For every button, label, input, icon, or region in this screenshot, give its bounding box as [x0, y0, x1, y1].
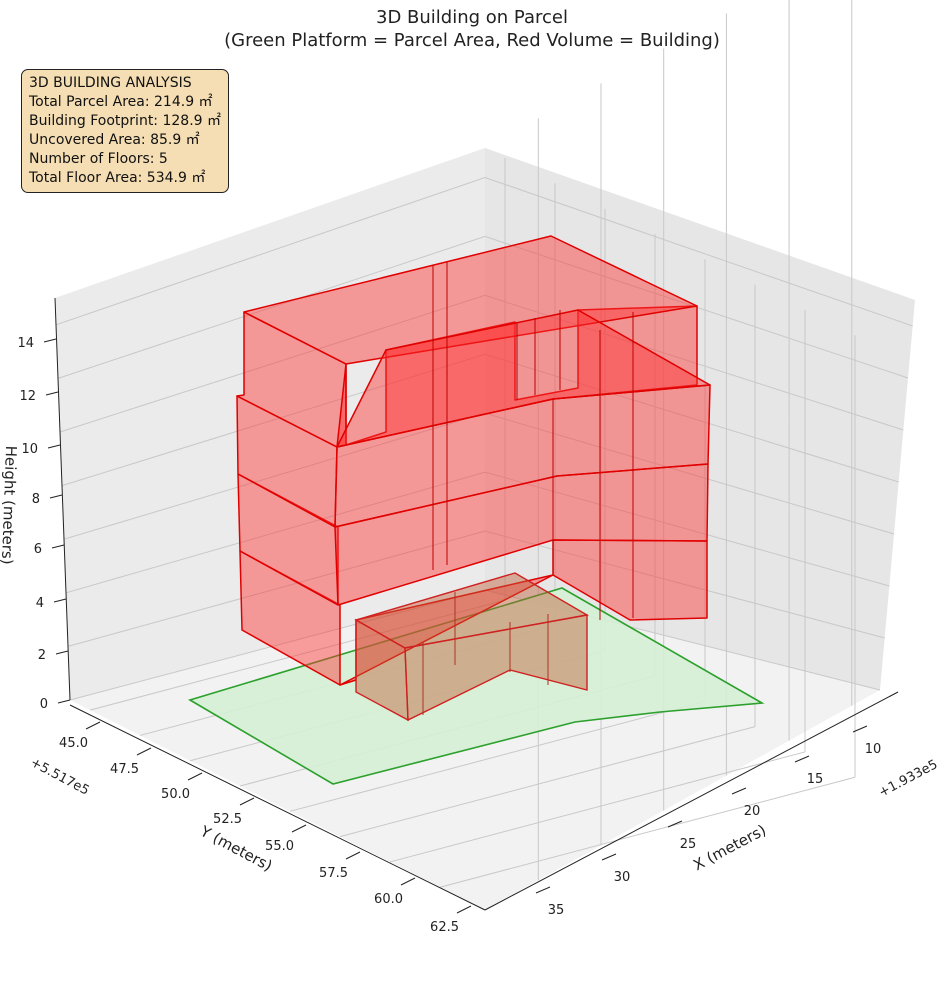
y-tick [456, 905, 472, 914]
y-tick [136, 747, 152, 756]
x-tick [535, 886, 551, 894]
x-axis-label: X (meters) [690, 821, 769, 874]
y-tick [239, 797, 255, 806]
y-tick-label: 62.5 [430, 920, 459, 935]
x-tick-label: 35 [548, 903, 565, 918]
y-gridline [89, 599, 506, 711]
y-gridline [439, 776, 856, 888]
y-tick-label: 50.0 [161, 787, 190, 802]
y-tick [345, 851, 361, 860]
title-line: 3D Building on Parcel [376, 7, 568, 28]
z-tick [47, 444, 61, 449]
x-tick-label: 10 [865, 742, 882, 757]
x-tick-label: 15 [807, 772, 824, 787]
x-tick-label: 30 [614, 870, 631, 885]
x-axis-line [484, 691, 899, 911]
info-heading: 3D BUILDING ANALYSIS [29, 75, 192, 91]
y-tick-label: 52.5 [213, 812, 242, 827]
z-tick-label: 8 [32, 492, 40, 507]
z-tick [51, 544, 65, 549]
z-tick-label: 2 [38, 648, 46, 663]
z-tick-label: 6 [34, 542, 42, 557]
y-tick-label: 57.5 [319, 866, 348, 881]
x-tick-label: 25 [680, 837, 697, 852]
x-tick [667, 820, 683, 828]
info-line: Total Floor Area: 534.9 ㎡ [29, 170, 206, 186]
info-line: Total Parcel Area: 214.9 ㎡ [29, 94, 213, 110]
y-gridline [389, 751, 806, 863]
left-pane [55, 148, 485, 700]
right-pane [485, 148, 915, 690]
x-tick [731, 787, 747, 795]
z-axis-line [54, 297, 71, 701]
y-tick [291, 824, 307, 833]
z-gridline [61, 353, 899, 487]
y-tick [400, 877, 416, 886]
z-axis-label: Height (meters) [0, 445, 20, 565]
z-gridline [59, 294, 904, 433]
z-tick [43, 338, 57, 343]
z-tick [57, 699, 71, 704]
z-gridline [63, 412, 895, 540]
y-axis-line [69, 704, 486, 911]
building-face [243, 235, 698, 365]
building-face [336, 309, 711, 448]
y-axis-label: Y (meters) [197, 822, 276, 875]
z-tick-label: 14 [17, 336, 34, 351]
z-gridline [67, 530, 885, 647]
y-tick-label: 45.0 [59, 736, 88, 751]
y-gridline [289, 700, 706, 812]
info-box: 3D BUILDING ANALYSIS Total Parcel Area: … [21, 69, 230, 193]
y-tick [85, 721, 101, 730]
x-tick [601, 853, 617, 861]
y-tick [187, 772, 203, 781]
info-line: Uncovered Area: 85.9 ㎡ [29, 132, 200, 148]
y-offset-label: +5.517e5 [28, 755, 92, 798]
y-tick-label: 60.0 [374, 892, 403, 907]
z-tick [49, 494, 63, 499]
z-tick [45, 391, 59, 396]
y-tick-label: 55.0 [265, 839, 294, 854]
z-gridline [57, 235, 909, 379]
x-tick-label: 20 [744, 804, 761, 819]
z-tick-label: 12 [19, 389, 36, 404]
subtitle-line: (Green Platform = Parcel Area, Red Volum… [224, 30, 720, 51]
z-gridline [55, 176, 913, 327]
z-tick [55, 650, 69, 655]
info-line: Building Footprint: 128.9 ㎡ [29, 113, 222, 129]
y-gridline [339, 726, 756, 838]
z-tick-label: 0 [40, 697, 48, 712]
z-tick-label: 4 [36, 596, 44, 611]
info-line: Number of Floors: 5 [29, 151, 168, 167]
chart-title: 3D Building on Parcel (Green Platform = … [0, 6, 944, 52]
z-tick [53, 598, 67, 603]
y-tick-label: 47.5 [110, 762, 139, 777]
z-tick-label: 10 [21, 442, 38, 457]
x-offset-label: +1.933e5 [876, 757, 940, 800]
x-tick [794, 755, 810, 763]
x-tick [852, 725, 868, 733]
